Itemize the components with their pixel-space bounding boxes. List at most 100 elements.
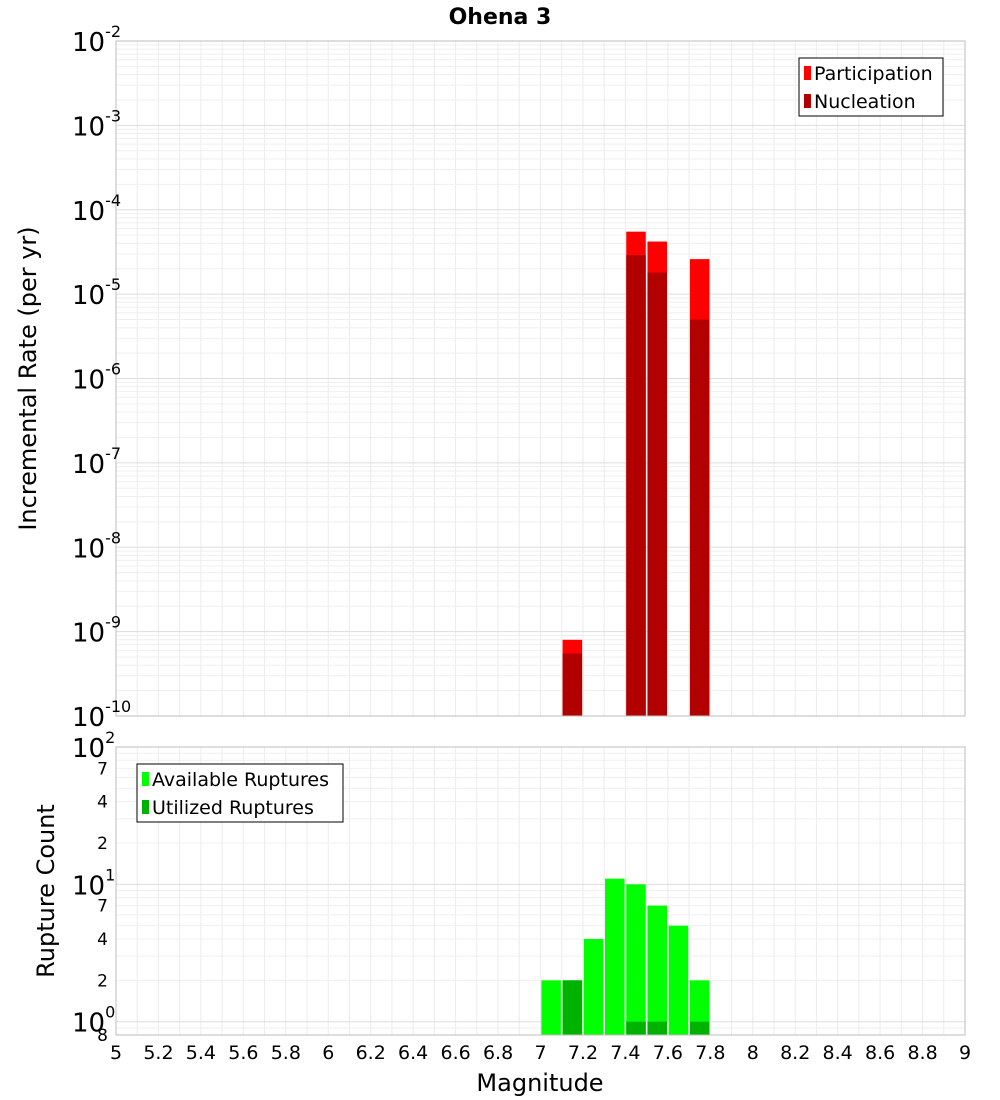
bar	[605, 878, 625, 1035]
bar	[626, 255, 646, 716]
bar	[626, 1021, 646, 1035]
bar	[647, 905, 668, 1035]
y-tick-label: 10-10	[72, 697, 131, 733]
y-tick-exponent: -9	[105, 613, 121, 632]
bar	[668, 925, 689, 1035]
x-tick-label: 5.4	[186, 1042, 216, 1064]
y-minor-tick-label: 7	[97, 897, 108, 917]
legend-box	[798, 57, 944, 117]
y-tick-base: 10	[72, 619, 105, 649]
bar	[541, 980, 561, 1035]
chart-title: Ohena 3	[449, 5, 552, 30]
y-tick-base: 10	[72, 366, 105, 396]
rate-panel: 10-1010-910-810-710-610-510-410-310-2Inc…	[14, 22, 966, 733]
y-tick-label: 10-3	[72, 106, 121, 142]
x-tick-label: 7.6	[653, 1042, 683, 1064]
y-minor-tick-label: 2	[97, 971, 108, 991]
bar	[647, 1021, 668, 1035]
y-tick-base: 10	[72, 703, 105, 733]
x-tick-label: 9	[959, 1042, 971, 1064]
legend-box	[136, 763, 344, 823]
y-tick-label: 10-4	[72, 191, 121, 227]
y-minor-tick-label: 4	[97, 793, 108, 813]
bar	[689, 980, 710, 1035]
y-axis-title: Rupture Count	[32, 804, 60, 978]
y-tick-base: 10	[72, 197, 105, 227]
legend: Participation Nucleation	[798, 57, 944, 117]
x-tick-label: 5.6	[228, 1042, 258, 1064]
plot-border	[115, 746, 966, 1036]
y-tick-exponent: -7	[105, 444, 121, 463]
bar	[626, 884, 646, 1035]
y-tick-label: 101	[72, 865, 115, 901]
y-tick-exponent: -3	[105, 106, 121, 125]
y-tick-base: 10	[72, 281, 105, 311]
x-tick-label: 8.4	[823, 1042, 853, 1064]
legend: Available Ruptures Utilized Ruptures	[136, 763, 344, 823]
x-tick-label: 6	[322, 1042, 334, 1064]
y-tick-exponent: 2	[105, 728, 115, 747]
series-2	[562, 255, 710, 716]
x-tick-label: 7.8	[695, 1042, 725, 1064]
x-tick-label: 5.8	[271, 1042, 301, 1064]
y-tick-label: 100	[72, 1003, 115, 1039]
y-tick-exponent: -2	[105, 22, 121, 41]
y-tick-label: 10-5	[72, 275, 121, 311]
x-tick-label: 7.2	[568, 1042, 598, 1064]
y-minor-tick-label: 2	[97, 834, 108, 854]
bar	[583, 939, 604, 1035]
legend-label: Available Ruptures	[152, 769, 329, 791]
y-tick-label: 10-8	[72, 528, 121, 564]
y-tick-base: 10	[72, 450, 105, 480]
legend-swatch	[142, 772, 149, 786]
y-tick-label: 10-9	[72, 613, 121, 649]
y-tick-label: 10-7	[72, 444, 121, 480]
x-tick-label: 8.2	[780, 1042, 810, 1064]
series-2	[562, 980, 710, 1035]
x-tick-label: 8.6	[865, 1042, 895, 1064]
y-tick-exponent: 0	[105, 1003, 115, 1022]
bar	[647, 272, 668, 716]
bar	[689, 319, 710, 716]
y-tick-label: 10-2	[72, 22, 121, 58]
legend-swatch	[804, 94, 811, 108]
plot-border	[115, 40, 966, 717]
x-tick-label: 6.4	[398, 1042, 428, 1064]
x-tick-label: 5.2	[143, 1042, 173, 1064]
y-axis-title: Incremental Rate (per yr)	[14, 226, 42, 530]
bar	[689, 1021, 710, 1035]
legend-label: Participation	[814, 63, 933, 85]
y-tick-base: 10	[72, 112, 105, 142]
series-1	[541, 878, 710, 1035]
y-tick-base: 10	[72, 534, 105, 564]
x-tick-label: 6.6	[440, 1042, 470, 1064]
y-tick-exponent: 1	[105, 865, 115, 884]
y-tick-exponent: -5	[105, 275, 121, 294]
y-tick-base: 10	[72, 871, 105, 901]
legend-label: Utilized Ruptures	[152, 797, 314, 819]
bar	[562, 980, 583, 1035]
x-axis-ticks: 5 5.2 5.4 5.6 5.8 6 6.2 6.4 6.6 6.8 7 7.2 7.4 7.6 7.8 8…	[110, 1042, 971, 1064]
legend-label: Nucleation	[814, 91, 916, 113]
x-tick-label: 8.8	[907, 1042, 937, 1064]
y-tick-base: 10	[72, 28, 105, 58]
y-tick-base: 10	[72, 1009, 105, 1039]
y-minor-tick-label: 4	[97, 930, 108, 950]
y-tick-exponent: -8	[105, 528, 121, 547]
y-tick-exponent: -10	[105, 697, 131, 716]
x-tick-label: 7.4	[610, 1042, 640, 1064]
y-tick-label: 102	[72, 728, 115, 764]
y-tick-base: 10	[72, 734, 105, 764]
y-tick-label: 10-6	[72, 360, 121, 396]
x-tick-label: 6.8	[483, 1042, 513, 1064]
x-tick-label: 7	[534, 1042, 546, 1064]
x-tick-label: 5	[110, 1042, 122, 1064]
y-minor-tick-label: 8	[97, 1026, 108, 1046]
grid	[115, 41, 966, 717]
y-tick-exponent: -6	[105, 360, 121, 379]
legend-swatch	[804, 66, 811, 80]
legend-swatch	[142, 800, 149, 814]
x-tick-label: 6.2	[356, 1042, 386, 1064]
